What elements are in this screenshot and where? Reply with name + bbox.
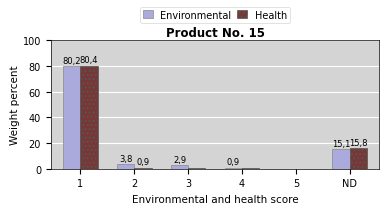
Bar [117,164,134,169]
Bar [225,168,242,169]
Bar [242,168,259,169]
Bar [63,67,81,169]
Text: 80,4: 80,4 [80,56,98,65]
X-axis label: Environmental and health score: Environmental and health score [132,194,298,204]
Bar [81,66,98,169]
Text: 80,2: 80,2 [63,56,81,65]
Y-axis label: Weight percent: Weight percent [10,66,20,145]
Bar [188,168,205,169]
Bar [171,165,188,169]
Text: 0,9: 0,9 [227,158,240,166]
Title: Product No. 15: Product No. 15 [165,27,265,40]
Text: 0,9: 0,9 [136,158,149,166]
Text: 15,1: 15,1 [332,139,350,148]
Bar [134,168,152,169]
Bar [332,150,350,169]
Text: 3,8: 3,8 [119,154,133,163]
Text: 2,9: 2,9 [173,155,186,164]
Legend: Environmental, Health: Environmental, Health [140,8,290,23]
Text: 15,8: 15,8 [349,138,368,147]
Bar [350,149,367,169]
